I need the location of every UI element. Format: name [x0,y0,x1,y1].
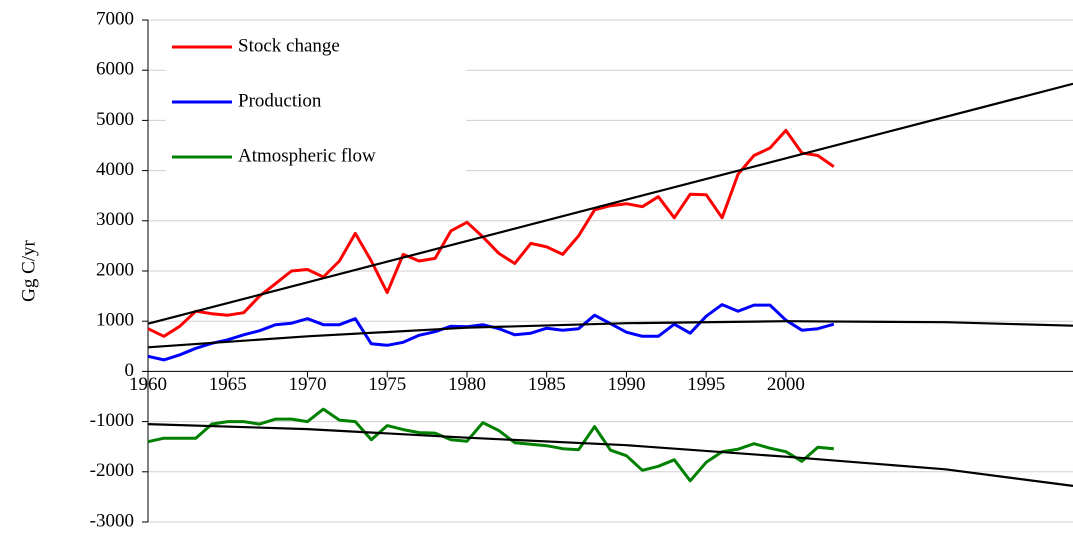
legend-label: Atmospheric flow [238,145,376,166]
trend-line [147,423,1073,487]
y-tick-label: 7000 [96,8,134,29]
trend-line [147,82,1073,325]
x-tick-label: 1980 [448,374,486,395]
y-tick-label: 0 [125,360,135,381]
y-tick-label: 2000 [96,259,134,280]
y-axis-label: Gg C/yr [18,239,39,301]
y-tick-label: -2000 [90,460,134,481]
x-tick-label: 1990 [607,374,645,395]
x-tick-label: 2000 [767,374,805,395]
data-line [147,407,834,483]
x-tick-label: 1985 [528,374,566,395]
y-tick-label: 1000 [96,310,134,331]
x-tick-label: 1975 [368,374,406,395]
y-tick-label: 3000 [96,209,134,230]
x-tick-label: 1970 [288,374,326,395]
trend-line [147,320,1073,349]
x-tick-label: 1960 [129,374,167,395]
legend-label: Production [238,90,322,111]
x-tick-label: 1965 [209,374,247,395]
y-tick-label: -3000 [90,510,134,531]
y-tick-label: -1000 [90,410,134,431]
y-tick-label: 5000 [96,109,134,130]
data-line [147,303,835,362]
y-tick-label: 4000 [96,159,134,180]
legend-box [166,30,466,205]
x-tick-label: 1995 [687,374,725,395]
legend-label: Stock change [238,35,340,56]
y-tick-label: 6000 [96,59,134,80]
